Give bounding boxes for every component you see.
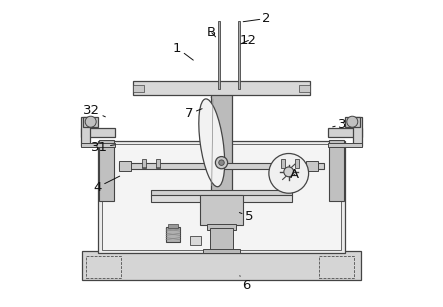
Bar	[81, 143, 115, 147]
Bar	[211, 89, 232, 251]
Bar	[119, 163, 324, 169]
Text: 2: 2	[243, 12, 271, 25]
Bar	[218, 21, 220, 89]
Bar	[200, 195, 243, 225]
Text: A: A	[290, 169, 299, 181]
Bar	[133, 85, 144, 92]
Circle shape	[284, 167, 294, 177]
Bar	[295, 159, 299, 168]
Text: B: B	[207, 26, 216, 39]
Bar	[102, 144, 341, 250]
Bar	[168, 224, 178, 228]
Bar	[166, 227, 180, 242]
Bar	[328, 143, 362, 147]
Circle shape	[219, 160, 224, 165]
Text: 1: 1	[173, 41, 193, 60]
Bar	[82, 251, 361, 280]
Bar	[151, 189, 292, 196]
Bar	[83, 117, 98, 126]
Bar	[156, 159, 160, 168]
Bar	[345, 117, 360, 126]
Bar	[207, 224, 236, 230]
Text: 12: 12	[240, 34, 257, 47]
Bar	[319, 256, 354, 278]
Text: 5: 5	[239, 210, 253, 223]
Bar	[98, 141, 345, 253]
Text: 7: 7	[185, 107, 202, 120]
Bar	[306, 161, 318, 171]
Circle shape	[85, 116, 96, 127]
Bar	[190, 236, 201, 245]
Text: 4: 4	[93, 176, 120, 194]
Bar	[119, 161, 131, 171]
Bar	[238, 21, 241, 89]
Bar	[210, 228, 233, 251]
Text: 31: 31	[91, 141, 115, 154]
Circle shape	[215, 157, 228, 169]
Bar	[142, 159, 146, 168]
Bar	[281, 159, 285, 168]
Bar	[151, 195, 292, 202]
Bar	[299, 85, 310, 92]
Bar	[202, 249, 241, 253]
Bar	[81, 127, 115, 137]
Bar	[85, 256, 120, 278]
Bar	[133, 81, 310, 95]
Bar	[99, 140, 114, 201]
Bar	[81, 117, 90, 146]
Text: 3: 3	[333, 118, 346, 131]
Circle shape	[269, 154, 309, 193]
Bar	[328, 127, 362, 137]
Ellipse shape	[199, 99, 225, 187]
Circle shape	[347, 116, 358, 127]
Text: 32: 32	[83, 104, 105, 117]
Text: 6: 6	[240, 276, 250, 292]
Bar	[353, 117, 362, 146]
Bar	[329, 140, 344, 201]
